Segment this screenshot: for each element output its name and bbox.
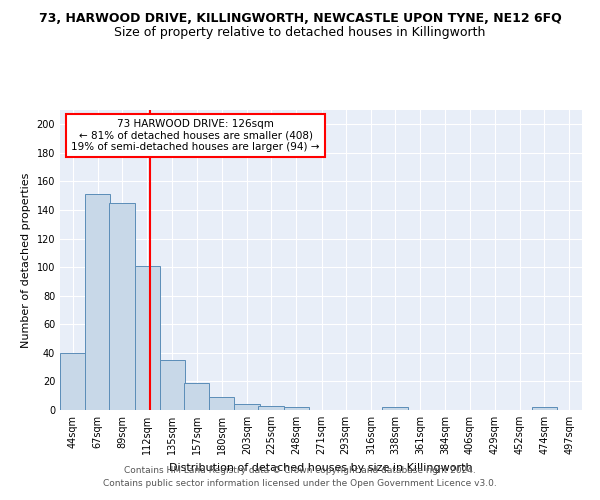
Bar xyxy=(284,407,309,410)
Text: Size of property relative to detached houses in Killingworth: Size of property relative to detached ho… xyxy=(115,26,485,39)
Text: 73 HARWOOD DRIVE: 126sqm
← 81% of detached houses are smaller (408)
19% of semi-: 73 HARWOOD DRIVE: 126sqm ← 81% of detach… xyxy=(71,119,320,152)
Bar xyxy=(235,404,260,410)
Bar xyxy=(259,406,284,410)
Bar xyxy=(60,353,85,410)
Text: Contains HM Land Registry data © Crown copyright and database right 2024.
Contai: Contains HM Land Registry data © Crown c… xyxy=(103,466,497,487)
Bar xyxy=(382,407,407,410)
Bar xyxy=(134,266,160,410)
Bar xyxy=(209,397,235,410)
Bar xyxy=(532,407,557,410)
Bar xyxy=(109,203,134,410)
Bar xyxy=(184,383,209,410)
X-axis label: Distribution of detached houses by size in Killingworth: Distribution of detached houses by size … xyxy=(169,462,473,472)
Bar xyxy=(160,360,185,410)
Bar xyxy=(85,194,110,410)
Y-axis label: Number of detached properties: Number of detached properties xyxy=(21,172,31,348)
Text: 73, HARWOOD DRIVE, KILLINGWORTH, NEWCASTLE UPON TYNE, NE12 6FQ: 73, HARWOOD DRIVE, KILLINGWORTH, NEWCAST… xyxy=(38,12,562,26)
